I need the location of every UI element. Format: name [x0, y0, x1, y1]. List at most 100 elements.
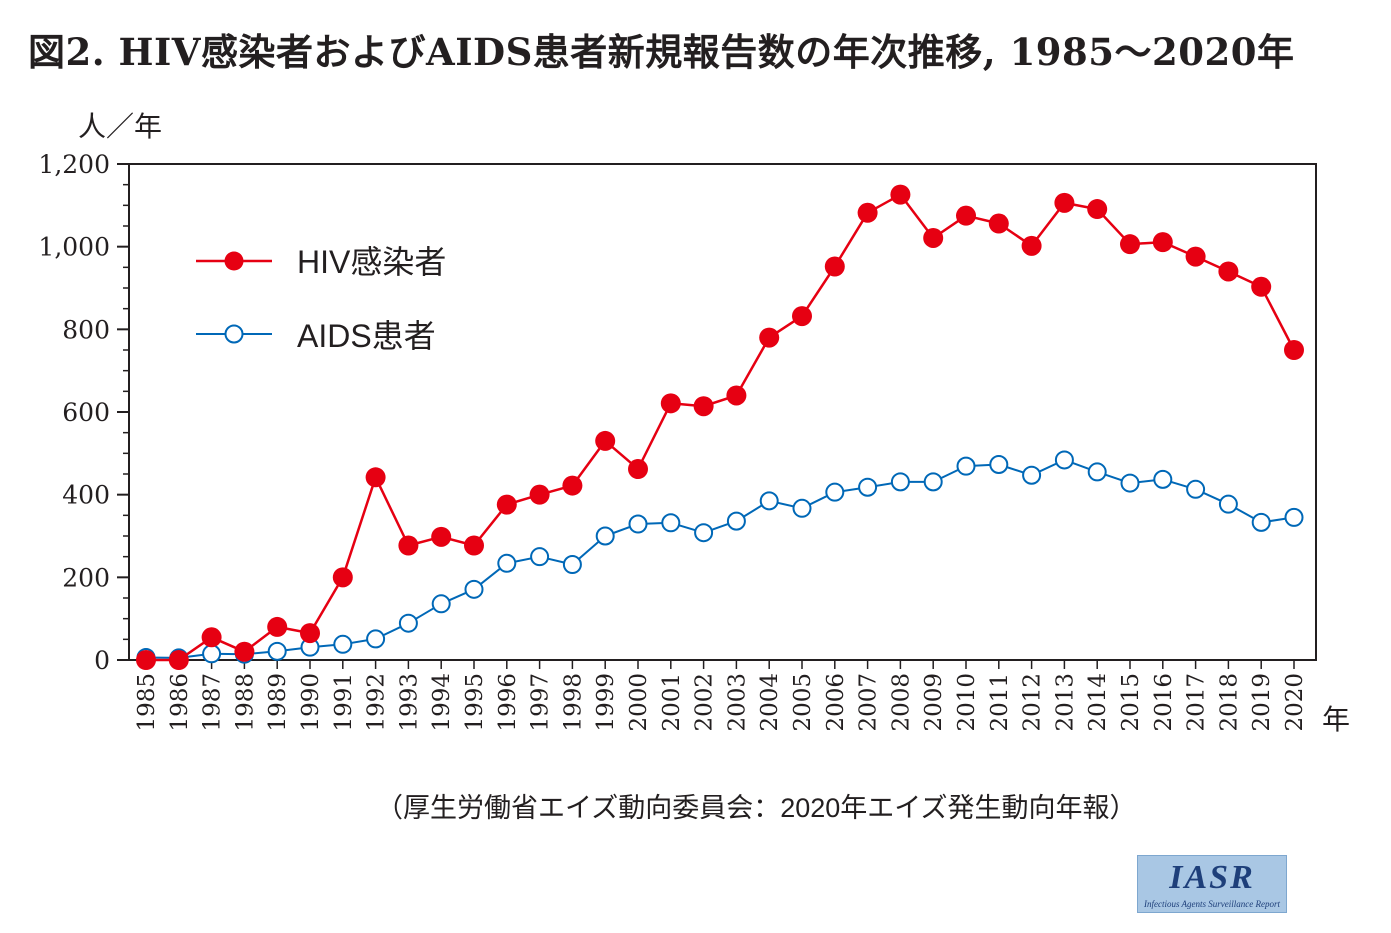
data-point-hiv-1997	[529, 484, 550, 505]
data-point-hiv-2018	[1218, 261, 1239, 282]
legend: HIV感染者 AIDS患者	[196, 244, 446, 354]
y-tick-label: 1,200	[38, 150, 110, 179]
data-point-hiv-2009	[923, 227, 944, 248]
x-tick-label: 2007	[856, 673, 882, 732]
legend-aids-label: AIDS患者	[297, 318, 436, 354]
x-tick-label: 2019	[1249, 673, 1275, 732]
data-point-hiv-2007	[857, 202, 878, 223]
x-tick-label: 1986	[167, 673, 193, 732]
x-tick-label: 2017	[1184, 673, 1210, 732]
series-layer	[136, 184, 1304, 670]
data-point-hiv-1990	[300, 623, 320, 644]
x-tick-label: 1987	[200, 673, 226, 732]
data-point-aids-1991	[333, 634, 353, 654]
data-point-hiv-2010	[956, 205, 976, 226]
x-tick-label: 2006	[823, 673, 849, 732]
data-point-aids-2012	[1022, 465, 1042, 485]
data-point-aids-2010	[956, 456, 976, 476]
data-point-hiv-1985	[136, 650, 156, 670]
x-tick-label: 2000	[626, 673, 652, 732]
data-point-aids-2015	[1120, 473, 1140, 493]
data-point-aids-1993	[398, 613, 418, 633]
iasr-logo-name: IASR	[1169, 859, 1255, 896]
x-tick-label: 1995	[462, 673, 488, 732]
y-tick-label: 600	[62, 398, 110, 427]
x-tick-label: 1988	[232, 673, 258, 732]
data-point-hiv-2011	[988, 213, 1009, 234]
data-point-aids-1992	[366, 629, 386, 649]
data-point-hiv-2002	[693, 396, 714, 417]
data-point-aids-1998	[562, 555, 582, 575]
x-tick-label: 2020	[1282, 673, 1308, 732]
y-tick-label: 400	[62, 481, 110, 510]
data-point-aids-2016	[1153, 469, 1173, 489]
data-point-aids-2020	[1284, 507, 1304, 527]
data-point-aids-2014	[1087, 462, 1107, 482]
source-note: （厚生労働省エイズ動向委員会：2020年エイズ発生動向年報）	[376, 793, 1137, 823]
data-point-hiv-1986	[168, 650, 189, 670]
data-point-hiv-1994	[431, 526, 452, 547]
data-point-hiv-2004	[759, 327, 780, 348]
x-tick-label: 2015	[1118, 673, 1144, 732]
data-point-aids-2001	[661, 513, 681, 533]
legend-aids-marker	[224, 324, 244, 344]
y-axis: 0 200 400 600 800 1,000 1,200	[38, 150, 129, 675]
data-point-aids-2011	[989, 454, 1009, 474]
data-point-hiv-2001	[660, 393, 681, 414]
data-point-aids-1989	[267, 641, 287, 661]
data-point-hiv-2012	[1021, 235, 1042, 256]
x-tick-label: 2002	[692, 673, 718, 732]
x-tick-label: 2014	[1085, 673, 1111, 732]
y-tick-label: 800	[62, 315, 110, 344]
x-axis-unit-label: 年	[1322, 704, 1350, 735]
data-point-hiv-2008	[890, 184, 911, 205]
data-point-aids-2004	[759, 491, 779, 511]
data-point-hiv-2016	[1152, 232, 1173, 253]
data-point-aids-1995	[464, 579, 484, 599]
data-point-hiv-2019	[1251, 276, 1272, 297]
x-tick-label: 2013	[1052, 673, 1078, 732]
data-point-hiv-1988	[234, 641, 255, 662]
data-point-aids-1987	[202, 644, 222, 664]
data-point-aids-2013	[1054, 450, 1074, 470]
x-tick-label: 1997	[528, 673, 554, 732]
data-point-aids-2002	[694, 523, 714, 543]
y-tick-label: 0	[94, 646, 110, 675]
x-tick-label: 1998	[560, 673, 586, 732]
x-tick-label: 1994	[429, 673, 455, 732]
data-point-hiv-2015	[1120, 234, 1140, 255]
legend-hiv-marker	[224, 251, 244, 271]
data-point-aids-2018	[1218, 494, 1238, 514]
data-point-hiv-1989	[267, 616, 288, 637]
data-point-hiv-2005	[792, 306, 812, 327]
data-point-hiv-1991	[332, 567, 353, 588]
data-point-hiv-2020	[1284, 340, 1304, 360]
data-point-hiv-1998	[562, 475, 583, 496]
y-tick-label: 1,000	[38, 233, 110, 262]
x-tick-label: 2010	[954, 673, 980, 732]
x-tick-label: 2003	[724, 673, 750, 732]
data-point-hiv-1987	[201, 627, 222, 648]
data-point-aids-1996	[497, 553, 517, 573]
x-axis: 1985 1986 1987 1988 1989 1990 1991 1992 1993 1994…	[134, 660, 1308, 732]
x-tick-label: 1985	[134, 673, 160, 732]
data-point-aids-2007	[858, 477, 878, 497]
data-point-aids-2019	[1251, 512, 1271, 532]
x-tick-label: 2012	[1020, 673, 1046, 732]
data-point-hiv-1993	[398, 535, 419, 556]
x-tick-label: 2001	[659, 673, 685, 732]
data-point-hiv-1999	[595, 430, 616, 451]
x-tick-label: 1989	[265, 673, 291, 732]
data-point-hiv-1995	[464, 535, 484, 556]
x-tick-label: 1996	[495, 673, 521, 732]
x-tick-label: 2004	[757, 673, 783, 732]
x-tick-label: 2005	[790, 673, 816, 732]
y-tick-label: 200	[62, 563, 110, 592]
data-point-hiv-2000	[628, 459, 648, 480]
data-point-aids-2017	[1186, 479, 1206, 499]
x-tick-label: 1992	[364, 673, 390, 732]
y-axis-unit-label: 人／年	[78, 111, 162, 142]
x-tick-label: 2008	[888, 673, 914, 732]
legend-hiv-label: HIV感染者	[297, 244, 446, 280]
